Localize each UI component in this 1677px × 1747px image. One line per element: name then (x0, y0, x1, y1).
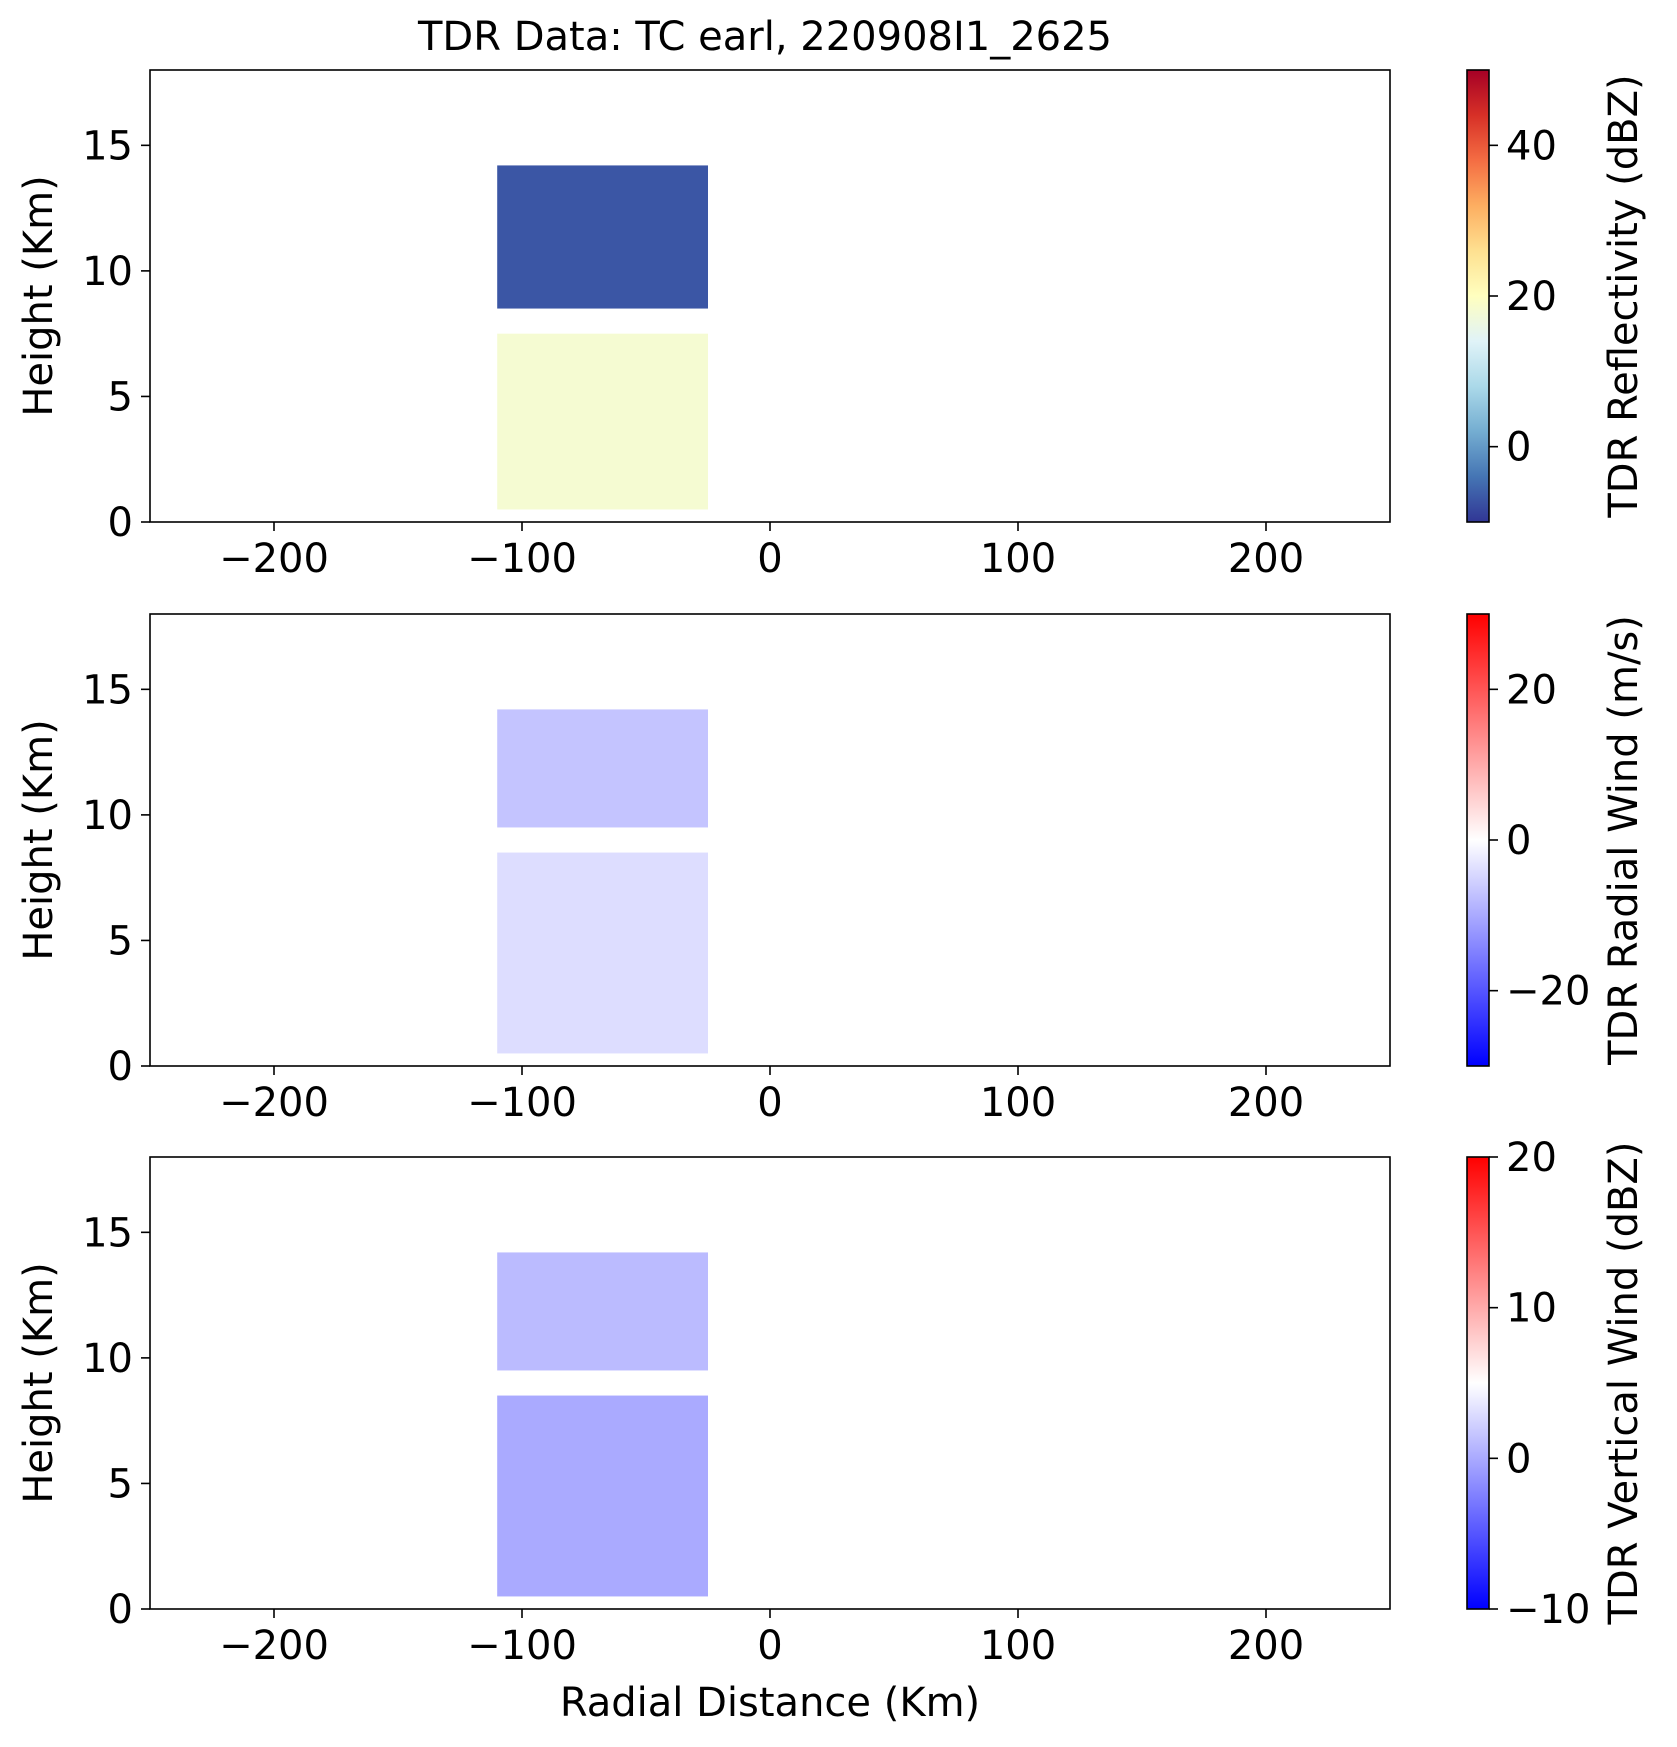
figure-title: TDR Data: TC earl, 220908I1_2625 (417, 14, 1112, 60)
y-tick-label: 10 (82, 249, 133, 295)
colorbar-tick-label: 20 (1506, 667, 1557, 713)
x-tick-label: −100 (467, 1623, 577, 1669)
axes-frame (149, 613, 1391, 1067)
x-tick-label: −100 (467, 536, 577, 582)
x-tick-label: 200 (1228, 536, 1304, 582)
heatmap-region-2 (497, 1395, 708, 1597)
x-tick-label: 100 (980, 1623, 1056, 1669)
y-tick-label: 15 (82, 123, 133, 169)
x-tick-label: −200 (219, 1080, 329, 1126)
heatmap-field (497, 709, 708, 1054)
y-axis-label: Height (Km) (16, 175, 62, 416)
heatmap-region-1 (497, 709, 708, 828)
colorbar-tick-label: 0 (1506, 425, 1531, 471)
colorbar (1466, 69, 1490, 523)
y-tick-label: 5 (108, 918, 133, 964)
heatmap-region-1 (497, 1252, 708, 1371)
y-tick-label: 10 (82, 1336, 133, 1382)
colorbar-tick-label: 20 (1506, 274, 1557, 320)
x-tick-label: 0 (757, 1623, 782, 1669)
x-tick-label: −200 (219, 536, 329, 582)
y-tick-label: 0 (108, 1587, 133, 1633)
x-tick-label: 100 (980, 1080, 1056, 1126)
colorbar-tick-label: −20 (1506, 969, 1590, 1015)
heatmap-field (497, 1252, 708, 1597)
x-tick-label: 200 (1228, 1623, 1304, 1669)
colorbar-label: TDR Vertical Wind (dBZ) (1601, 1142, 1647, 1626)
y-tick-label: 5 (108, 1461, 133, 1507)
y-tick-label: 0 (108, 500, 133, 546)
x-tick-label: −100 (467, 1080, 577, 1126)
heatmap-field (497, 165, 708, 510)
y-tick-label: 5 (108, 374, 133, 420)
x-tick-label: −200 (219, 1623, 329, 1669)
y-axis-label: Height (Km) (16, 1262, 62, 1503)
x-axis-label: Radial Distance (Km) (560, 1680, 980, 1726)
heatmap-region-2 (497, 852, 708, 1054)
colorbar-tick-label: 10 (1506, 1286, 1557, 1332)
colorbar-tick-label: −10 (1506, 1587, 1590, 1633)
y-axis-label: Height (Km) (16, 719, 62, 960)
y-tick-label: 15 (82, 667, 133, 713)
colorbar-tick-label: 0 (1506, 1436, 1531, 1482)
y-tick-label: 10 (82, 793, 133, 839)
colorbar-tick-label: 40 (1506, 123, 1557, 169)
axes-frame (149, 69, 1391, 523)
colorbar (1466, 613, 1490, 1067)
x-tick-label: 0 (757, 1080, 782, 1126)
x-tick-label: 0 (757, 536, 782, 582)
colorbar-label: TDR Reflectivity (dBZ) (1601, 74, 1647, 518)
panel-1: −200 −100 0 100 200 0 5 10 15 Height (Km) 0 20 40 TDR… (16, 69, 1647, 582)
heatmap-region-1 (497, 165, 708, 309)
axes-frame (149, 1156, 1391, 1610)
colorbar (1466, 1156, 1490, 1610)
heatmap-region-2 (497, 333, 708, 510)
x-tick-label: 200 (1228, 1080, 1304, 1126)
colorbar-label: TDR Radial Wind (m/s) (1601, 615, 1647, 1066)
y-tick-label: 15 (82, 1210, 133, 1256)
x-tick-label: 100 (980, 536, 1056, 582)
y-tick-label: 0 (108, 1044, 133, 1090)
colorbar-tick-label: 20 (1506, 1135, 1557, 1181)
colorbar-tick-label: 0 (1506, 818, 1531, 864)
